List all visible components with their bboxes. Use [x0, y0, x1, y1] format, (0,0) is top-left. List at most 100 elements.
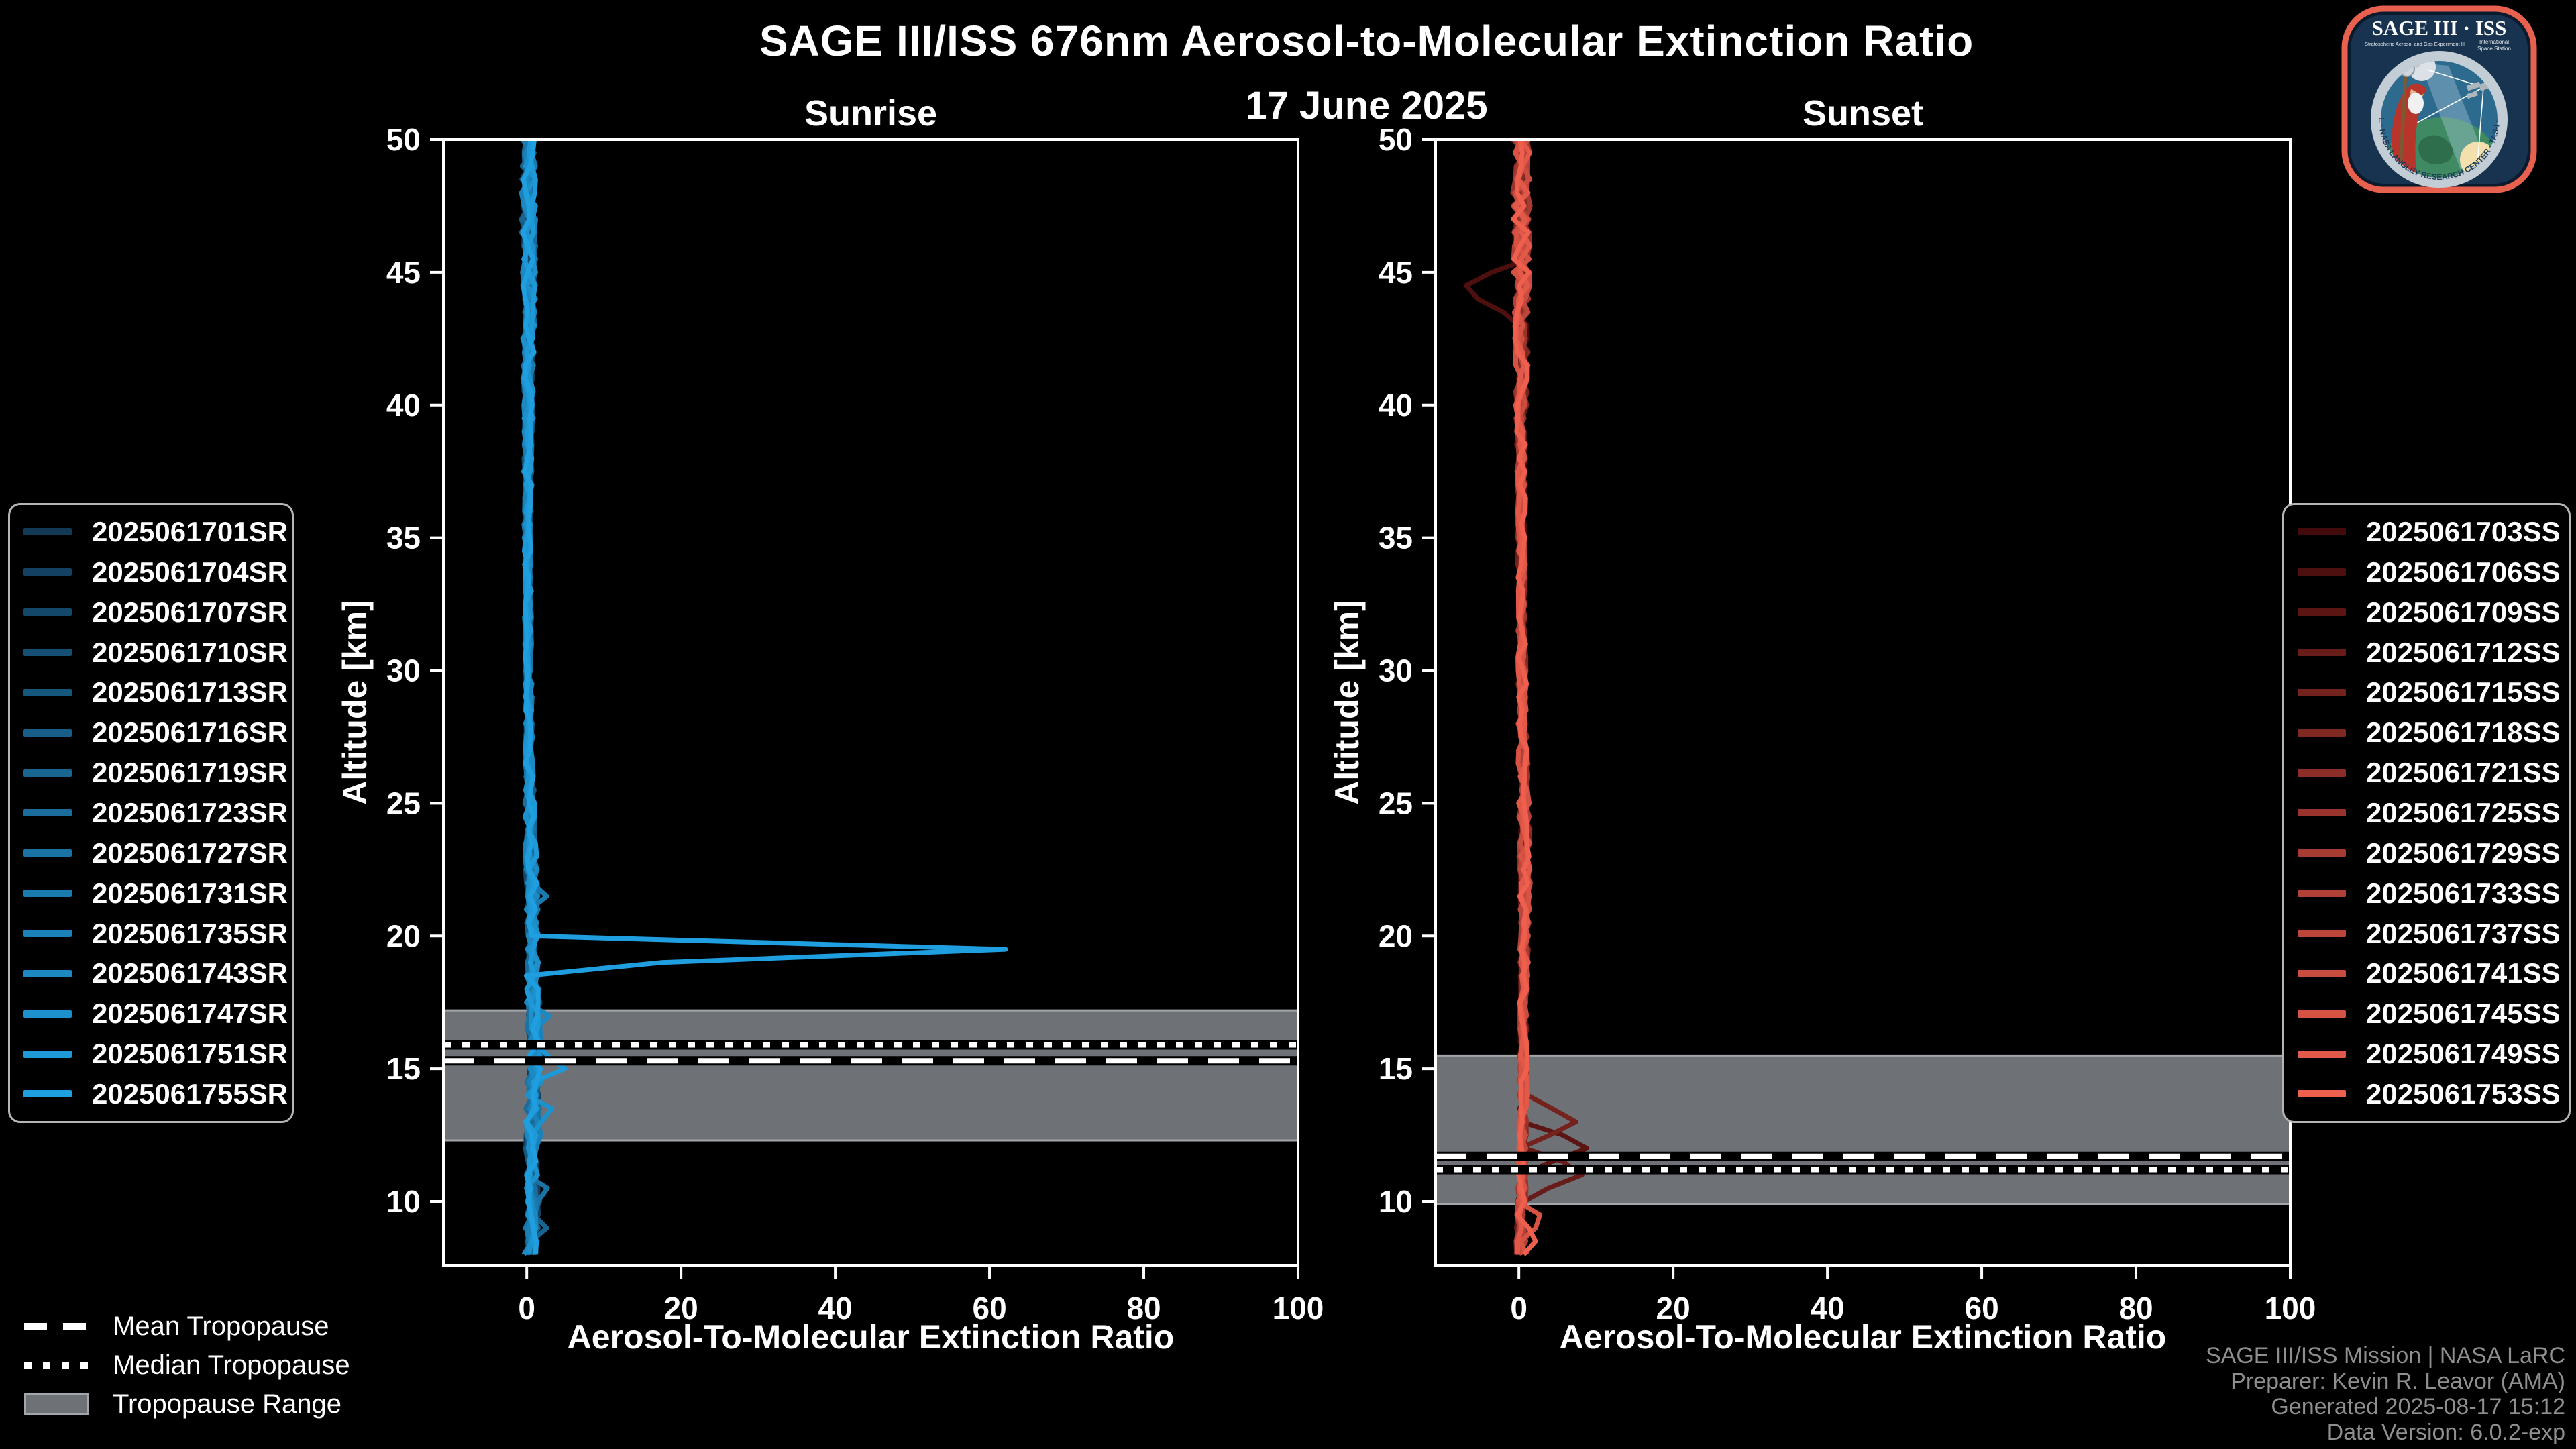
- series-label: 2025061735SR: [92, 917, 288, 949]
- sunset-ticks: 0 20 40 60 80 100 10 15 20 25 30 35 40 45 50: [1379, 122, 2316, 1326]
- series-label: 2025061703SS: [2366, 515, 2561, 547]
- series-label: 2025061712SS: [2366, 636, 2561, 668]
- series-color-swatch: [23, 890, 72, 898]
- series-color-swatch: [23, 849, 72, 857]
- profile-line-2025061745SS: [1511, 140, 1542, 1256]
- series-color-swatch: [23, 1090, 72, 1098]
- legend-item: 2025061729SS: [2284, 837, 2569, 869]
- series-color-swatch: [2298, 688, 2346, 696]
- legend-item: 2025061709SS: [2284, 596, 2569, 629]
- tropopause-range-band: [1436, 1055, 2290, 1204]
- profile-line-2025061755SR: [520, 140, 1008, 1255]
- svg-text:35: 35: [1379, 521, 1413, 555]
- series-label: 2025061751SR: [92, 1038, 288, 1070]
- svg-text:40: 40: [1379, 388, 1413, 423]
- series-color-swatch: [2298, 890, 2346, 898]
- svg-text:35: 35: [386, 521, 421, 555]
- series-color-swatch: [2298, 568, 2346, 576]
- svg-text:10: 10: [386, 1184, 421, 1219]
- series-color-swatch: [23, 688, 72, 696]
- svg-text:50: 50: [1379, 122, 1413, 157]
- svg-text:20: 20: [664, 1291, 698, 1326]
- svg-text:10: 10: [1379, 1184, 1413, 1219]
- legend-item: 2025061749SS: [2284, 1038, 2569, 1070]
- series-label: 2025061745SS: [2366, 998, 2561, 1030]
- svg-text:0: 0: [1510, 1291, 1527, 1326]
- series-color-swatch: [23, 649, 72, 656]
- svg-text:50: 50: [386, 122, 421, 157]
- series-label: 2025061741SS: [2366, 957, 2561, 989]
- svg-text:40: 40: [1811, 1291, 1845, 1326]
- sunrise-legend: 2025061701SR 2025061704SR 2025061707SR 2025…: [8, 503, 294, 1123]
- legend-item: 2025061727SR: [10, 837, 292, 869]
- series-label: 2025061718SS: [2366, 716, 2561, 749]
- legend-item: 2025061704SR: [10, 556, 292, 588]
- series-color-swatch: [2298, 769, 2346, 777]
- series-label: 2025061713SR: [92, 676, 288, 708]
- svg-text:25: 25: [1379, 786, 1413, 820]
- legend-item: 2025061745SS: [2284, 998, 2569, 1030]
- svg-text:0: 0: [518, 1291, 535, 1326]
- series-label: 2025061709SS: [2366, 596, 2561, 628]
- svg-text:60: 60: [972, 1291, 1006, 1326]
- patch-title: SAGE III · ISS: [2372, 16, 2507, 40]
- legend-item: 2025061723SR: [10, 797, 292, 829]
- legend-item: 2025061716SR: [10, 716, 292, 749]
- credit-line-mission: SAGE III/ISS Mission | NASA LaRC: [2205, 1343, 2565, 1368]
- tropopause-legend: Mean Tropopause Median Tropopause Tropop…: [24, 1309, 350, 1421]
- svg-text:30: 30: [1379, 653, 1413, 688]
- series-label: 2025061733SS: [2366, 877, 2561, 909]
- svg-text:25: 25: [386, 786, 421, 820]
- series-label: 2025061749SS: [2366, 1038, 2561, 1070]
- legend-item: 2025061712SS: [2284, 637, 2569, 669]
- svg-text:60: 60: [1964, 1291, 1998, 1326]
- legend-item: 2025061747SR: [10, 998, 292, 1030]
- series-label: 2025061755SR: [92, 1077, 288, 1110]
- sunrise-panel-title: Sunrise: [804, 93, 938, 133]
- series-label: 2025061727SR: [92, 837, 288, 869]
- sunrise-y-axis-label: Altitude [km]: [336, 600, 374, 805]
- sunset-y-axis-label: Altitude [km]: [1328, 600, 1366, 805]
- series-color-swatch: [23, 608, 72, 616]
- svg-text:100: 100: [2265, 1291, 2316, 1326]
- median-tropopause-dot-swatch: [24, 1361, 89, 1369]
- series-label: 2025061701SR: [92, 515, 288, 547]
- series-color-swatch: [2298, 649, 2346, 656]
- page-title: SAGE III/ISS 676nm Aerosol-to-Molecular …: [759, 17, 1974, 65]
- legend-item: 2025061707SR: [10, 596, 292, 629]
- series-color-swatch: [2298, 1090, 2346, 1098]
- series-label: 2025061715SS: [2366, 676, 2561, 708]
- series-color-swatch: [23, 729, 72, 737]
- tropopause-range-swatch: [24, 1393, 89, 1415]
- tropopause-range-label: Tropopause Range: [113, 1389, 341, 1419]
- sunset-profiles: [1464, 140, 1590, 1256]
- legend-item: 2025061715SS: [2284, 676, 2569, 708]
- credit-line-generated: Generated 2025-08-17 15:12: [2271, 1394, 2565, 1419]
- svg-text:30: 30: [386, 653, 421, 688]
- legend-item: 2025061755SR: [10, 1078, 292, 1110]
- legend-item: 2025061735SR: [10, 918, 292, 950]
- svg-text:15: 15: [1379, 1051, 1413, 1086]
- series-color-swatch: [23, 930, 72, 938]
- mean-tropopause-dash-swatch: [24, 1322, 89, 1330]
- mean-tropopause-legend-item: Mean Tropopause: [24, 1309, 350, 1343]
- sunset-panel-title: Sunset: [1802, 93, 1924, 133]
- median-tropopause-legend-item: Median Tropopause: [24, 1348, 350, 1382]
- legend-item: 2025061718SS: [2284, 716, 2569, 749]
- legend-item: 2025061753SS: [2284, 1078, 2569, 1110]
- series-color-swatch: [23, 568, 72, 576]
- date-subtitle: 17 June 2025: [1245, 84, 1488, 127]
- sunrise-profiles: [519, 140, 1008, 1256]
- legend-item: 2025061706SS: [2284, 556, 2569, 588]
- svg-text:40: 40: [818, 1291, 853, 1326]
- mission-patch-logo: SAGE III · ISS Stratospheric Aerosol and…: [2341, 5, 2537, 193]
- svg-text:20: 20: [386, 918, 421, 953]
- svg-text:45: 45: [386, 255, 421, 290]
- series-label: 2025061706SS: [2366, 555, 2561, 588]
- series-color-swatch: [23, 809, 72, 817]
- continent-shape: [2418, 135, 2453, 165]
- series-label: 2025061731SR: [92, 877, 288, 909]
- legend-item: 2025061743SR: [10, 957, 292, 989]
- tropopause-range-band: [443, 1010, 1298, 1140]
- sunrise-x-axis-label: Aerosol-To-Molecular Extinction Ratio: [568, 1318, 1175, 1356]
